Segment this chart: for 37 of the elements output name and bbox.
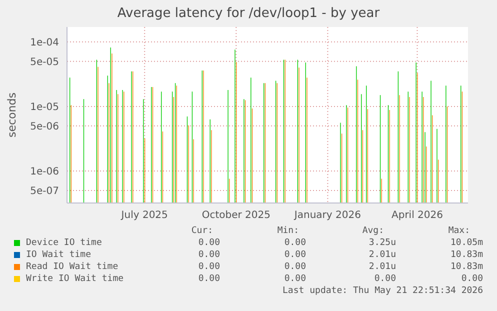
text: 0.00 bbox=[283, 274, 306, 284]
text: 0.00 bbox=[197, 250, 220, 260]
text: Cur: bbox=[190, 226, 213, 236]
y-tick-label: 1e-05 bbox=[30, 102, 59, 114]
y-tick-label: 1e-06 bbox=[30, 166, 59, 178]
text: 0.00 bbox=[460, 274, 483, 284]
y-axis-title: seconds bbox=[6, 92, 18, 138]
text: 2.01u bbox=[368, 250, 396, 260]
y-tick-label: 5e-05 bbox=[30, 56, 59, 68]
text: 0.00 bbox=[283, 238, 306, 248]
x-tick-label: January 2026 bbox=[293, 210, 361, 222]
text: Max: bbox=[447, 226, 470, 236]
y-tick-label: 1e-04 bbox=[30, 37, 59, 48]
text: 0.00 bbox=[283, 262, 306, 272]
text: 0.00 bbox=[197, 274, 220, 284]
y-tick-label: 5e-06 bbox=[30, 121, 59, 132]
text: 2.01u bbox=[368, 262, 396, 272]
y-tick-label: 5e-07 bbox=[30, 186, 59, 198]
legend-label: Read IO Wait time bbox=[26, 262, 118, 272]
text: Avg: bbox=[361, 226, 384, 236]
x-tick-label: April 2026 bbox=[392, 210, 443, 222]
text: 3.25u bbox=[368, 238, 396, 248]
legend-label: Write IO Wait time bbox=[26, 274, 124, 284]
x-tick-label: July 2025 bbox=[120, 210, 168, 222]
legend-label: IO Wait time bbox=[26, 250, 92, 260]
text: 10.05m bbox=[449, 238, 483, 248]
x-tick-label: October 2025 bbox=[202, 210, 270, 222]
chart-title: Average latency for /dev/loop1 - by year bbox=[116, 6, 381, 21]
text: Last update: Thu May 21 22:51:34 2026 bbox=[282, 286, 483, 296]
text: Min: bbox=[276, 226, 299, 236]
text: 0.00 bbox=[197, 238, 220, 248]
legend-label: Device IO time bbox=[26, 238, 102, 248]
text: 10.83m bbox=[449, 250, 483, 260]
text: 0.00 bbox=[197, 262, 220, 272]
text: 0.00 bbox=[283, 250, 306, 260]
text: 0.00 bbox=[373, 274, 396, 284]
text: 10.83m bbox=[449, 262, 483, 272]
